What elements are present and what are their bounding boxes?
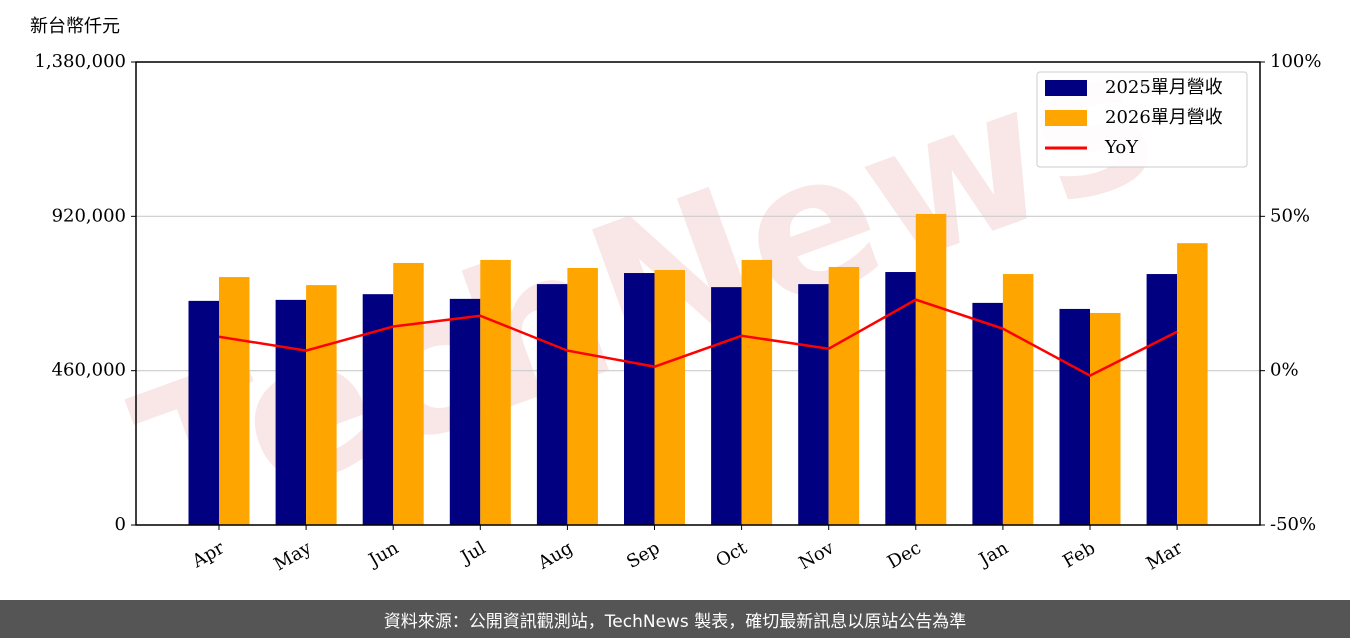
bar xyxy=(188,300,219,525)
y2-tick-label: -50% xyxy=(1270,514,1316,535)
bar xyxy=(567,268,598,525)
legend-box xyxy=(1036,71,1248,168)
legend-swatch xyxy=(1045,110,1087,126)
x-tick-label: Jan xyxy=(974,537,1012,571)
legend-label: 2025單月營收 xyxy=(1105,77,1223,98)
bar xyxy=(536,284,568,525)
bar xyxy=(1059,308,1090,525)
x-tick-label: Jun xyxy=(364,537,403,572)
bar xyxy=(654,270,685,525)
y-tick-label: 460,000 xyxy=(52,360,126,381)
bar xyxy=(711,287,742,525)
y-tick-label: 920,000 xyxy=(52,205,126,226)
y-axis-label: 新台幣仟元 xyxy=(30,16,120,37)
x-tick-label: May xyxy=(271,537,316,575)
x-tick-label: Oct xyxy=(712,537,751,572)
line xyxy=(218,298,1178,378)
bar xyxy=(885,272,916,525)
bar xyxy=(1090,312,1121,525)
y2-tick-label: 50% xyxy=(1270,205,1310,226)
bar xyxy=(798,284,829,525)
chart: 新台幣仟元 TechNews0460,000920,0001,380,000-5… xyxy=(30,3,1321,575)
x-tick-label: Nov xyxy=(795,537,838,574)
bar xyxy=(624,273,655,525)
legend-swatch xyxy=(1045,80,1087,96)
bar xyxy=(1002,274,1034,525)
bar xyxy=(828,266,860,525)
legend: 2025單月營收 2026單月營收 YoY xyxy=(1036,71,1248,168)
bar xyxy=(219,277,250,525)
y2-tick-label: 100% xyxy=(1270,51,1321,72)
bar xyxy=(449,298,481,525)
bar xyxy=(393,262,424,525)
y-tick-label: 1,380,000 xyxy=(34,51,126,72)
bar xyxy=(972,302,1003,525)
x-tick-label: Aug xyxy=(534,537,577,574)
legend-label: 2026單月營收 xyxy=(1105,107,1223,128)
bar xyxy=(1146,274,1178,525)
bar xyxy=(480,259,511,525)
bar xyxy=(915,213,947,525)
y2-tick-label: 0% xyxy=(1270,360,1299,381)
x-tick-label: Jul xyxy=(456,537,490,569)
bar xyxy=(275,299,307,525)
legend-label: YoY xyxy=(1104,137,1139,158)
bar xyxy=(1177,243,1208,525)
bar xyxy=(741,259,773,525)
x-tick-label: Mar xyxy=(1143,537,1187,574)
y-tick-label: 0 xyxy=(115,514,126,535)
bar xyxy=(306,285,337,525)
x-tick-label: Dec xyxy=(884,537,925,573)
x-tick-label: Sep xyxy=(623,537,663,572)
x-tick-label: Feb xyxy=(1059,537,1099,572)
footer: 資料來源：公開資訊觀測站，TechNews 製表，確切最新訊息以原站公告為準 xyxy=(0,600,1350,638)
plot-frame xyxy=(135,61,1261,526)
